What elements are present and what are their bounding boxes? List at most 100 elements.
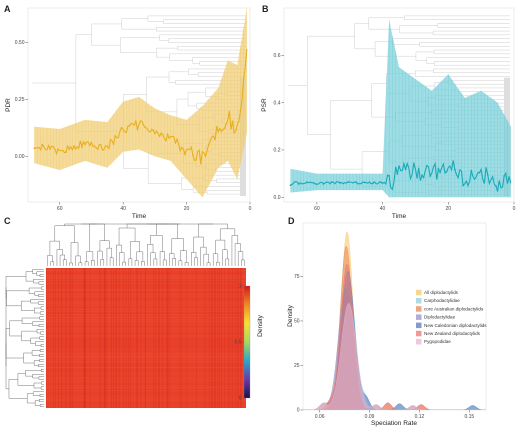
panel-letter-b: B (262, 4, 269, 14)
y-tick-label: 0.00 (15, 154, 25, 160)
data-point (478, 171, 481, 174)
confidence-band (34, 8, 247, 198)
y-tick-label: 0.6 (274, 53, 281, 59)
data-point (73, 145, 75, 148)
colorbar-tick-label: 1 (239, 284, 242, 290)
data-point (215, 125, 218, 128)
panel-d-y-axis-label: Density (287, 304, 294, 326)
data-point (437, 168, 440, 170)
legend-swatch (416, 330, 422, 337)
data-point (104, 145, 107, 148)
legend-label: Pygopodidae (424, 339, 451, 344)
data-point (81, 145, 83, 148)
x-tick-label: 0.06 (315, 414, 325, 420)
panel-c-top-dendrogram (47, 223, 245, 266)
data-point (503, 175, 506, 178)
panel-letter-d: D (288, 216, 295, 226)
panel-c-heatmap (45, 268, 246, 408)
legend-swatch (416, 298, 422, 304)
data-point (136, 128, 139, 131)
data-point (388, 175, 391, 177)
data-point (184, 153, 186, 156)
panel-b-axes: 60 40 20 0 0.0 0.2 0.4 0.6 (274, 53, 516, 212)
panel-d-plot-area (302, 222, 487, 411)
x-tick-label: 0 (249, 206, 252, 212)
x-tick-label: 40 (120, 206, 126, 212)
y-tick-label: 0 (297, 408, 300, 414)
y-tick-label: 25 (294, 363, 300, 369)
density-curve (303, 302, 486, 410)
data-point (207, 143, 210, 146)
panel-c: 10.50 Density (5, 223, 264, 408)
data-point (144, 126, 147, 129)
legend-label: Diplodactylidae (424, 315, 456, 320)
panel-d-legend: All diplodactylids Carphodactylidae core A… (416, 289, 487, 345)
legend-swatch (416, 339, 422, 345)
data-point (429, 175, 432, 177)
legend-swatch (416, 306, 422, 312)
data-point (396, 173, 399, 175)
data-point (199, 162, 202, 165)
colorbar-gradient (243, 285, 251, 399)
panel-c-colorbar-title: Density (257, 314, 264, 336)
x-tick-label: 60 (57, 206, 63, 212)
panel-d-x-axis-label: Speciation Rate (371, 420, 417, 427)
data-point (453, 168, 456, 171)
data-point (41, 143, 44, 146)
data-point (355, 181, 358, 184)
y-tick-label: 0.4 (274, 100, 281, 106)
colorbar-tick-label: 0.5 (235, 340, 242, 346)
x-tick-label: 0.09 (365, 414, 375, 420)
data-point (371, 182, 374, 185)
x-tick-label: 40 (380, 206, 386, 212)
panel-d-densities (303, 231, 486, 410)
panel-c-left-dendrogram (5, 269, 44, 407)
x-tick-label: 0 (513, 206, 516, 212)
legend-label: core Australian diplodactylids (424, 306, 484, 311)
data-point (96, 148, 99, 150)
legend-label: All diplodactylids (424, 290, 459, 295)
data-point (120, 127, 123, 129)
data-point (347, 181, 349, 183)
x-tick-label: 0.12 (415, 414, 425, 420)
data-point (470, 169, 473, 172)
data-point (421, 174, 423, 177)
y-tick-label: 0.2 (274, 148, 281, 154)
data-point (65, 151, 67, 154)
data-point (363, 181, 366, 184)
data-point (57, 148, 60, 151)
data-point (486, 173, 489, 176)
panel-a-axes: 60 40 20 0 0.00 0.25 0.50 (15, 40, 252, 212)
panel-b-x-axis-label: Time (392, 213, 407, 220)
data-point (192, 154, 194, 157)
panel-d: 0.06 0.09 0.12 0.15 0 25 50 75 All diplodactyli… (287, 222, 487, 427)
panel-a-y-axis-label: PDR (5, 98, 12, 112)
y-tick-label: 0.0 (274, 195, 281, 201)
x-tick-label: 20 (446, 206, 452, 212)
data-point (380, 181, 382, 184)
data-point (297, 183, 300, 185)
legend-swatch (416, 314, 422, 320)
data-point (314, 182, 317, 185)
panel-b-y-axis-label: PSR (261, 98, 268, 112)
data-point (160, 132, 163, 135)
panel-a-confidence-band (33, 8, 248, 198)
panel-letter-c: C (4, 216, 11, 226)
data-point (128, 124, 131, 127)
colorbar-tick-label: 0 (239, 396, 242, 402)
legend-label: Carphodactylidae (424, 298, 460, 303)
panel-b: 60 40 20 0 0.0 0.2 0.4 0.6 Time PSR (261, 7, 516, 220)
panel-c-colorbar: 10.50 (235, 284, 251, 402)
legend-label: New Zealand diplodactylids (424, 331, 481, 336)
legend-label: New Caledonian diplodactylids (424, 323, 487, 328)
data-point (338, 181, 341, 184)
data-point (445, 170, 448, 173)
x-tick-label: 20 (184, 206, 190, 212)
panel-b-confidence-band (289, 19, 512, 198)
series-line (290, 160, 512, 192)
y-tick-label: 0.25 (15, 97, 25, 103)
confidence-band (290, 19, 511, 198)
data-point (289, 184, 292, 187)
